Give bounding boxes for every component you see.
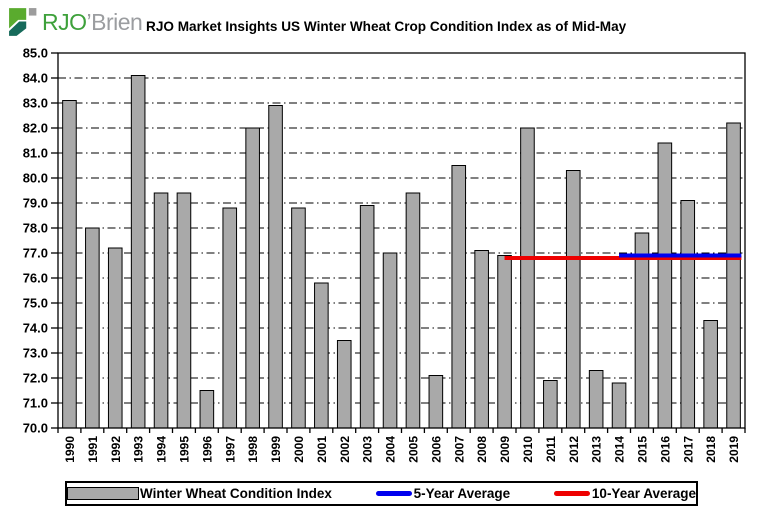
bar-2007 xyxy=(451,165,467,429)
x-axis-label-1997: 1997 xyxy=(223,436,237,463)
x-axis-label-1990: 1990 xyxy=(63,436,77,463)
bar-2014 xyxy=(611,382,627,429)
y-axis-label: 83.0 xyxy=(23,96,48,111)
x-axis-label-2000: 2000 xyxy=(292,436,306,463)
x-axis-label-1991: 1991 xyxy=(86,436,100,463)
legend-5yr-label: 5-Year Average xyxy=(413,486,511,501)
logo-flag-shape xyxy=(9,8,27,29)
y-axis-label: 77.0 xyxy=(23,246,48,261)
x-axis-label-1998: 1998 xyxy=(246,436,260,463)
x-axis-label-2004: 2004 xyxy=(384,436,398,463)
x-axis-label-1993: 1993 xyxy=(132,436,146,463)
legend-bar-swatch xyxy=(67,487,139,500)
bar-1995 xyxy=(176,192,192,429)
logo-gray-square xyxy=(28,8,37,16)
bar-1992 xyxy=(107,247,123,429)
bar-1996 xyxy=(199,390,215,429)
bar-1999 xyxy=(268,105,283,429)
plot-border xyxy=(57,52,746,429)
bar-2017 xyxy=(680,200,696,429)
bar-2001 xyxy=(314,282,329,429)
x-axis-label-2016: 2016 xyxy=(658,436,672,463)
y-axis-label: 75.0 xyxy=(23,296,48,311)
legend-5yr-line-swatch xyxy=(375,491,412,496)
bar-2015 xyxy=(634,232,650,429)
y-axis-label: 76.0 xyxy=(23,271,48,286)
y-axis-label: 82.0 xyxy=(23,121,48,136)
bar-2000 xyxy=(291,207,306,429)
x-axis-label-2014: 2014 xyxy=(613,436,627,463)
bar-2002 xyxy=(336,340,352,429)
x-axis-label-2002: 2002 xyxy=(338,436,352,463)
legend-item-bars: Winter Wheat Condition Index xyxy=(67,486,332,501)
x-axis-label-2005: 2005 xyxy=(406,436,420,463)
y-axis-label: 74.0 xyxy=(23,321,48,336)
legend-10yr-line-swatch xyxy=(553,491,590,496)
x-axis-label-1999: 1999 xyxy=(269,436,283,463)
x-axis-label-1994: 1994 xyxy=(155,436,169,463)
y-axis-label: 79.0 xyxy=(23,196,48,211)
y-axis-label: 78.0 xyxy=(23,221,48,236)
y-axis-label: 84.0 xyxy=(23,71,48,86)
bar-2011 xyxy=(543,380,558,429)
rjobrien-logo-icon xyxy=(9,8,37,36)
bar-1997 xyxy=(222,207,238,429)
x-axis-label-2003: 2003 xyxy=(361,436,375,463)
x-axis-label-2001: 2001 xyxy=(315,436,329,463)
y-axis-label: 71.0 xyxy=(23,396,48,411)
x-axis-label-2007: 2007 xyxy=(452,436,466,463)
y-axis-label: 85.0 xyxy=(23,46,48,61)
chart-title: RJO Market Insights US Winter Wheat Crop… xyxy=(146,19,627,34)
x-axis-label-1995: 1995 xyxy=(177,436,191,463)
legend: Winter Wheat Condition Index 5-Year Aver… xyxy=(65,481,698,506)
bar-2006 xyxy=(428,375,444,429)
bar-1990 xyxy=(62,100,77,429)
bar-2016 xyxy=(657,142,673,429)
bar-2005 xyxy=(405,192,421,429)
x-axis-label-2009: 2009 xyxy=(498,436,512,463)
x-axis-label-2008: 2008 xyxy=(475,436,489,463)
x-axis-label-2006: 2006 xyxy=(429,436,443,463)
x-axis-label-1996: 1996 xyxy=(200,436,214,463)
y-axis-label: 73.0 xyxy=(23,346,48,361)
logo-brien: ’Brien xyxy=(86,8,143,35)
bar-2010 xyxy=(520,127,535,429)
legend-item-avg5: 5-Year Average xyxy=(375,486,511,501)
bar-2013 xyxy=(588,370,604,429)
legend-10yr-label: 10-Year Average xyxy=(591,486,696,501)
bar-1994 xyxy=(153,192,169,429)
x-axis-label-2011: 2011 xyxy=(544,436,558,462)
rjobrien-logo: RJO’Brien xyxy=(8,6,143,38)
legend-item-avg10: 10-Year Average xyxy=(553,486,696,501)
y-axis-label: 80.0 xyxy=(23,171,48,186)
logo-rjo: RJO xyxy=(42,8,87,35)
logo-teal-shape xyxy=(9,21,27,36)
logo-text: RJO’Brien xyxy=(42,8,143,36)
bar-2004 xyxy=(382,252,398,429)
x-axis-label-2018: 2018 xyxy=(704,436,718,463)
bar-2003 xyxy=(359,205,375,429)
bar-2009 xyxy=(497,255,512,429)
x-axis-label-2017: 2017 xyxy=(681,436,695,463)
bar-2008 xyxy=(474,250,489,429)
x-axis-label-2012: 2012 xyxy=(567,436,581,463)
y-axis-label: 72.0 xyxy=(23,371,48,386)
y-axis-label: 81.0 xyxy=(23,146,48,161)
bar-1993 xyxy=(130,75,146,429)
x-axis-label-2013: 2013 xyxy=(590,436,604,463)
x-axis-label-2019: 2019 xyxy=(727,436,741,463)
plot-area: 70.0 71.0 72.0 73.0 74.0 75.0 76.0 77.0 78.0 79.0… xyxy=(23,46,746,463)
bar-2019 xyxy=(726,122,741,429)
x-axis-label-1992: 1992 xyxy=(109,436,123,463)
bar-2012 xyxy=(565,170,581,429)
bar-1991 xyxy=(85,227,100,429)
x-axis-label-2015: 2015 xyxy=(635,436,649,463)
legend-bar-label: Winter Wheat Condition Index xyxy=(140,486,332,501)
y-axis-label: 70.0 xyxy=(23,421,48,436)
bar-2018 xyxy=(703,320,718,429)
x-axis-label-2010: 2010 xyxy=(521,436,535,463)
bar-1998 xyxy=(245,127,260,429)
